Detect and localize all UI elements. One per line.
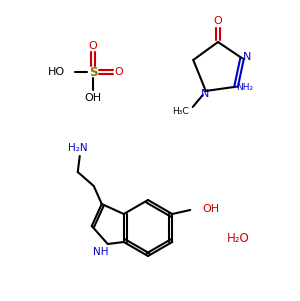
Text: H₂O: H₂O <box>226 231 249 244</box>
Text: O: O <box>214 16 222 26</box>
Text: HO: HO <box>48 67 65 77</box>
Text: NH: NH <box>93 247 109 257</box>
Text: OH: OH <box>202 204 219 214</box>
Text: N: N <box>201 89 209 99</box>
Text: N: N <box>243 52 251 62</box>
Text: H₃C: H₃C <box>172 107 189 116</box>
Text: H₂N: H₂N <box>68 143 88 153</box>
Text: S: S <box>89 66 97 79</box>
Text: NH₂: NH₂ <box>236 83 253 92</box>
Text: O: O <box>88 41 98 51</box>
Text: OH: OH <box>84 93 102 103</box>
Text: O: O <box>115 67 123 77</box>
